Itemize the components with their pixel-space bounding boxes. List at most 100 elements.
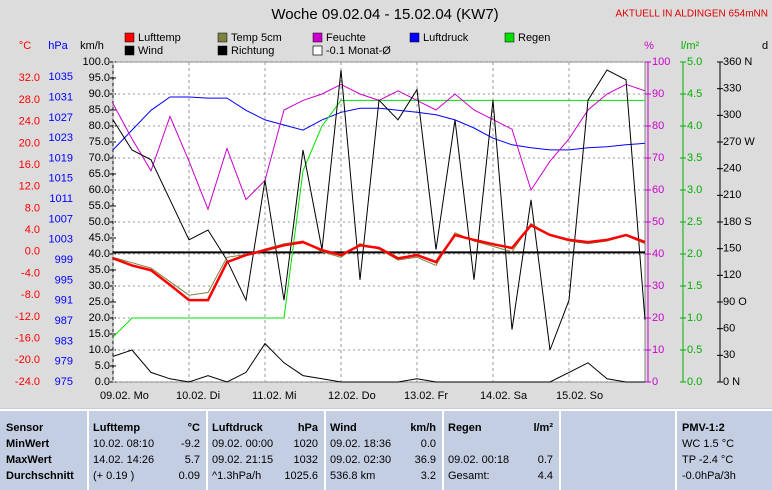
y-tick-label: 240 <box>723 163 741 175</box>
table-cell: 0.7 <box>538 454 553 466</box>
x-tick-label: 10.02. Di <box>176 390 220 402</box>
y-tick-label: 5.0 <box>687 56 702 68</box>
x-tick-label: 15.02. So <box>556 390 603 402</box>
y-tick-label: 0.0 <box>687 376 702 388</box>
table-row-label: Durchschnitt <box>6 470 74 482</box>
table-header: PMV-1:2 <box>682 422 725 434</box>
y-tick-label: 90 <box>652 88 664 100</box>
y-tick-label: 8.0 <box>25 202 40 214</box>
y-tick-label: 15.0 <box>89 328 110 340</box>
legend-label: Lufttemp <box>138 32 181 44</box>
y-tick-label: -8.0 <box>21 289 40 301</box>
table-header: Lufttemp <box>93 422 140 434</box>
y-tick-label: 50 <box>652 216 664 228</box>
table-cell: 36.9 <box>415 454 436 466</box>
y-tick-label: 1.0 <box>687 312 702 324</box>
y-tick-label: 100.0 <box>82 56 110 68</box>
table-cell: 09.02. 18:36 <box>330 438 391 450</box>
table-cell: 10.02. 08:10 <box>93 438 154 450</box>
y-tick-label: 60 <box>652 184 664 196</box>
y-tick-label: 2.0 <box>687 248 702 260</box>
series-line <box>112 223 646 302</box>
y-tick-label: 12.0 <box>19 181 40 193</box>
table-cell: 4.4 <box>538 470 553 482</box>
y-tick-label: 0 N <box>723 376 740 388</box>
y-tick-label: 1007 <box>49 213 73 225</box>
x-tick-label: 12.02. Do <box>328 390 376 402</box>
y-tick-label: 1011 <box>49 193 73 205</box>
legend-label: -0.1 Monat-Ø <box>326 45 391 57</box>
y-tick-label: 330 <box>723 83 741 95</box>
series-line <box>112 342 645 383</box>
legend-swatch <box>409 32 420 43</box>
y-tick-label: 40.0 <box>89 248 110 260</box>
y-tick-label: 150 <box>723 243 741 255</box>
y-tick-label: 4.0 <box>687 120 702 132</box>
table-background <box>0 408 772 490</box>
y-tick-label: 995 <box>55 274 73 286</box>
y-tick-label: 16.0 <box>19 159 40 171</box>
y-tick-label: 20.0 <box>89 312 110 324</box>
axis-label: °C <box>19 40 31 52</box>
legend-swatch <box>504 32 515 43</box>
y-tick-label: 10 <box>652 344 664 356</box>
y-tick-label: 0.0 <box>25 246 40 258</box>
x-tick-label: 09.02. Mo <box>100 390 149 402</box>
table-cell: 09.02. 21:15 <box>212 454 273 466</box>
y-tick-label: 60 <box>723 323 735 335</box>
y-tick-label: 95.0 <box>89 72 110 84</box>
table-header: Sensor <box>6 422 44 434</box>
y-tick-label: 24.0 <box>19 116 40 128</box>
table-header: hPa <box>298 422 319 434</box>
y-tick-label: -12.0 <box>15 311 40 323</box>
table-header: Regen <box>448 422 482 434</box>
table-cell: 5.7 <box>185 454 200 466</box>
y-tick-label: 4.0 <box>25 224 40 236</box>
y-tick-label: 4.5 <box>687 88 702 100</box>
y-tick-label: 20 <box>652 312 664 324</box>
y-tick-label: 987 <box>55 315 73 327</box>
y-tick-label: -16.0 <box>15 333 40 345</box>
axis-label: km/h <box>80 40 104 52</box>
table-header: l/m² <box>533 422 553 434</box>
y-tick-label: 45.0 <box>89 232 110 244</box>
table-cell: 0.0 <box>421 438 436 450</box>
y-tick-label: 210 <box>723 189 741 201</box>
x-tick-label: 13.02. Fr <box>404 390 448 402</box>
y-tick-label: 40 <box>652 248 664 260</box>
series-line <box>112 96 646 151</box>
axis-label: l/m² <box>681 40 700 52</box>
y-tick-label: 2.5 <box>687 216 702 228</box>
y-tick-label: 90.0 <box>89 88 110 100</box>
y-tick-label: 1031 <box>49 91 73 103</box>
table-cell: -0.0hPa/3h <box>682 470 736 482</box>
table-cell: Gesamt: <box>448 470 490 482</box>
y-tick-label: 80.0 <box>89 120 110 132</box>
table-cell: (+ 0.19 ) <box>93 470 134 482</box>
y-tick-label: 90 O <box>723 296 747 308</box>
y-tick-label: 1035 <box>49 71 73 83</box>
table-cell: 09.02. 00:18 <box>448 454 509 466</box>
table-header: °C <box>188 422 200 434</box>
y-tick-label: -4.0 <box>21 267 40 279</box>
table-cell: 0.09 <box>179 470 200 482</box>
y-tick-label: 3.0 <box>687 184 702 196</box>
table-cell: 1032 <box>294 454 318 466</box>
legend-swatch <box>124 45 135 56</box>
y-tick-label: 983 <box>55 335 73 347</box>
table-cell: ^1.3hPa/h <box>212 470 261 482</box>
y-tick-label: 50.0 <box>89 216 110 228</box>
y-tick-label: 120 <box>723 269 741 281</box>
y-tick-label: 70 <box>652 152 664 164</box>
chart-title: Woche 09.02.04 - 15.02.04 (KW7) <box>271 6 498 23</box>
table-row-label: MinWert <box>6 438 50 450</box>
y-tick-label: 55.0 <box>89 200 110 212</box>
y-tick-label: 1.5 <box>687 280 702 292</box>
y-tick-label: 1027 <box>49 112 73 124</box>
legend-swatch <box>312 32 323 43</box>
legend-label: Luftdruck <box>423 32 469 44</box>
axis-label: hPa <box>48 40 68 52</box>
y-tick-label: 300 <box>723 109 741 121</box>
x-tick-label: 14.02. Sa <box>480 390 528 402</box>
y-tick-label: 180 S <box>723 216 752 228</box>
